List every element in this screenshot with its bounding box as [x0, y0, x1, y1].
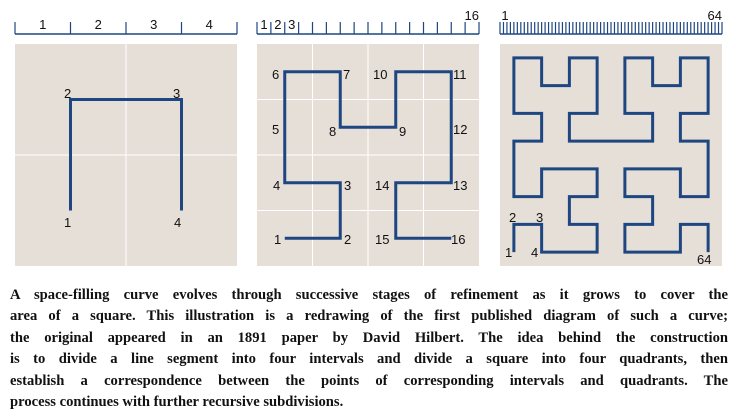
p1-label-1: 1 [64, 215, 71, 230]
caption-line-1: A space-filling curve evolves through su… [10, 287, 728, 303]
p2-label-11: 11 [453, 67, 467, 82]
ruler-2-label-16: 16 [465, 8, 479, 23]
ruler-2-label-3: 3 [288, 17, 295, 32]
hilbert-curve-order-3 [512, 56, 710, 254]
caption-line-6: process continues with further recursive… [10, 394, 344, 411]
p3-label-4: 4 [531, 245, 538, 260]
figure-caption: A space-filling curve evolves through su… [10, 285, 728, 413]
ruler-1-label-3: 3 [150, 17, 157, 32]
hilbert-curve-order-2 [283, 70, 453, 240]
p2-label-3: 3 [344, 178, 351, 193]
caption-line-5: establish a correspondence between the p… [10, 372, 728, 389]
p1-label-2: 2 [64, 86, 71, 101]
panel-order-1: 1 2 3 4 1 2 3 4 [14, 17, 238, 266]
panel-order-3: 1 64 1 2 3 4 64 [499, 8, 723, 267]
panel-order-2: 1 2 316 1 2 3 4 5 6 7 8 9 10 11 12 13 14 1… [256, 8, 480, 266]
panel-3-square [500, 44, 722, 266]
p2-label-12: 12 [453, 122, 467, 137]
p2-label-16: 16 [451, 232, 465, 247]
p3-label-64: 64 [697, 252, 711, 267]
caption-line-4: is to divide a line segment into four in… [10, 351, 728, 368]
panel-2-grid [257, 44, 479, 266]
ruler-3-label-1: 1 [501, 8, 508, 23]
p2-label-9: 9 [399, 124, 406, 139]
p2-label-4: 4 [273, 178, 280, 193]
ruler-16-intervals: 1 2 3 16 [256, 8, 480, 35]
p3-label-3: 3 [536, 210, 543, 225]
p2-label-1: 1 [274, 232, 281, 247]
ruler-1-label-2: 2 [95, 17, 102, 32]
p2-label-6: 6 [272, 67, 279, 82]
ruler-4-intervals: 1 2 3 4 [14, 17, 238, 35]
p2-label-5: 5 [272, 122, 279, 137]
hilbert-curve-order-1 [69, 98, 183, 211]
ruler-2-label-2: 2 [274, 17, 281, 32]
p1-label-3: 3 [173, 86, 180, 101]
p2-label-13: 13 [453, 178, 467, 193]
p2-label-10: 10 [373, 67, 387, 82]
p2-label-14: 14 [375, 178, 389, 193]
p1-label-4: 4 [174, 215, 181, 230]
p3-label-1: 1 [505, 245, 512, 260]
p2-label-7: 7 [343, 67, 350, 82]
p3-label-2: 2 [509, 210, 516, 225]
ruler-1-label-4: 4 [206, 17, 213, 32]
ruler-2-label-1: 1 [260, 17, 267, 32]
caption-line-2: area of a square. This illustration is a… [10, 308, 728, 325]
panel-1-grid [15, 44, 237, 266]
p2-label-15: 15 [375, 232, 389, 247]
ruler-1-label-1: 1 [39, 17, 46, 32]
p2-label-2: 2 [344, 232, 351, 247]
ruler-64-intervals: 1 64 [499, 8, 723, 35]
ruler-3-label-64: 64 [708, 8, 722, 23]
caption-line-3: the original appeared in an 1891 paper b… [10, 329, 728, 346]
p2-label-8: 8 [329, 124, 336, 139]
